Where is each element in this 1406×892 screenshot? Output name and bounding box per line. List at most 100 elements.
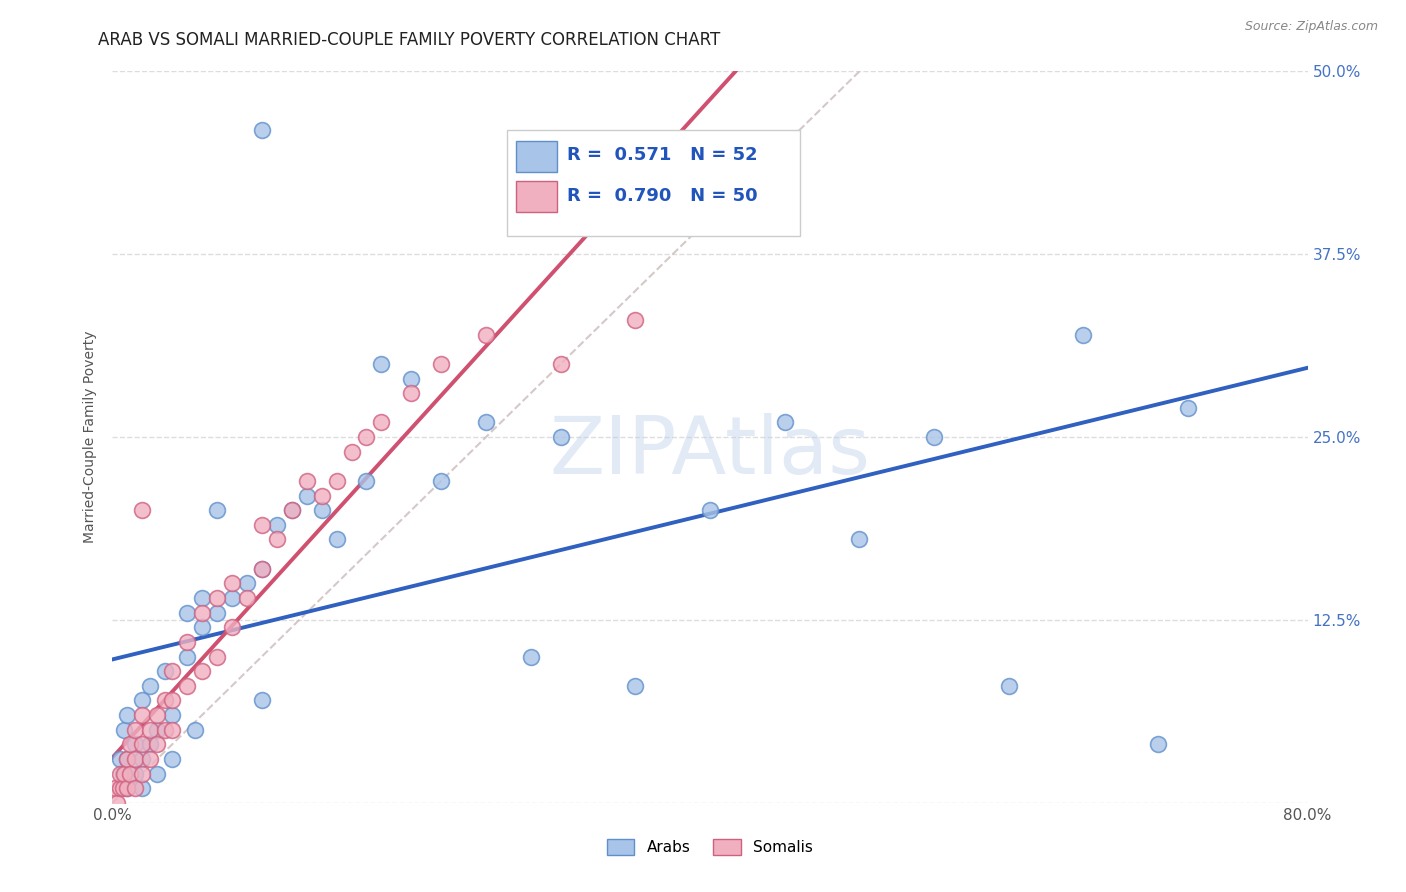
Y-axis label: Married-Couple Family Poverty: Married-Couple Family Poverty [83, 331, 97, 543]
Point [250, 517, 273, 532]
Point [250, 123, 273, 137]
Point [221, 576, 243, 591]
Text: ARAB VS SOMALI MARRIED-COUPLE FAMILY POVERTY CORRELATION CHART: ARAB VS SOMALI MARRIED-COUPLE FAMILY POV… [98, 31, 721, 49]
Point [266, 533, 288, 547]
Point [162, 693, 183, 707]
Point [176, 606, 198, 620]
Point [124, 752, 146, 766]
Point [1147, 737, 1170, 751]
Point [120, 766, 142, 780]
Point [311, 489, 333, 503]
Point [430, 474, 453, 488]
Point [124, 723, 146, 737]
Point [773, 416, 796, 430]
Point [162, 708, 183, 723]
Text: ZIPAtlas: ZIPAtlas [550, 413, 870, 491]
Point [250, 693, 273, 707]
Point [124, 781, 146, 796]
Point [266, 517, 288, 532]
Text: R =  0.790   N = 50: R = 0.790 N = 50 [567, 186, 758, 204]
Point [131, 708, 153, 723]
Point [117, 781, 139, 796]
Point [250, 562, 273, 576]
Point [105, 796, 128, 810]
FancyBboxPatch shape [516, 181, 557, 211]
Point [922, 430, 945, 444]
Point [139, 752, 162, 766]
Point [139, 723, 162, 737]
Point [176, 679, 198, 693]
Point [191, 606, 214, 620]
FancyBboxPatch shape [516, 141, 557, 171]
Point [162, 752, 183, 766]
Point [146, 766, 169, 780]
Point [401, 386, 423, 401]
Point [111, 781, 134, 796]
Legend: Arabs, Somalis: Arabs, Somalis [600, 833, 820, 861]
Point [117, 752, 139, 766]
Point [108, 766, 131, 780]
Point [205, 649, 228, 664]
Point [370, 416, 392, 430]
Point [250, 562, 273, 576]
Point [114, 723, 135, 737]
Point [550, 430, 572, 444]
Point [1177, 401, 1199, 415]
Point [191, 620, 214, 634]
Point [131, 737, 153, 751]
Point [475, 416, 498, 430]
Point [183, 723, 205, 737]
Point [205, 503, 228, 517]
Point [295, 474, 318, 488]
Point [520, 649, 543, 664]
Point [108, 781, 131, 796]
Point [221, 620, 243, 634]
Point [139, 737, 162, 751]
Point [295, 489, 318, 503]
Point [176, 635, 198, 649]
Point [236, 576, 259, 591]
Point [191, 591, 214, 605]
Point [205, 606, 228, 620]
Point [281, 503, 304, 517]
Point [699, 503, 721, 517]
Point [162, 664, 183, 678]
Text: Source: ZipAtlas.com: Source: ZipAtlas.com [1244, 20, 1378, 33]
Point [669, 211, 692, 225]
Point [131, 781, 153, 796]
FancyBboxPatch shape [508, 130, 800, 235]
Point [131, 766, 153, 780]
Point [131, 693, 153, 707]
Point [370, 357, 392, 371]
Point [430, 357, 453, 371]
Point [340, 444, 363, 458]
Point [153, 664, 176, 678]
Point [111, 766, 134, 780]
Point [114, 766, 135, 780]
Point [124, 737, 146, 751]
Point [191, 664, 214, 678]
Point [117, 708, 139, 723]
Point [120, 737, 142, 751]
Point [848, 533, 870, 547]
Point [281, 503, 304, 517]
Point [146, 708, 169, 723]
Point [146, 737, 169, 751]
Point [146, 723, 169, 737]
Point [205, 591, 228, 605]
Point [176, 649, 198, 664]
Point [624, 313, 647, 327]
Point [356, 474, 378, 488]
Point [325, 474, 347, 488]
Point [131, 503, 153, 517]
Text: R =  0.571   N = 52: R = 0.571 N = 52 [567, 145, 758, 164]
Point [311, 503, 333, 517]
Point [550, 357, 572, 371]
Point [108, 752, 131, 766]
Point [221, 591, 243, 605]
Point [1073, 327, 1095, 342]
Point [153, 723, 176, 737]
Point [131, 752, 153, 766]
Point [124, 766, 146, 780]
Point [475, 327, 498, 342]
